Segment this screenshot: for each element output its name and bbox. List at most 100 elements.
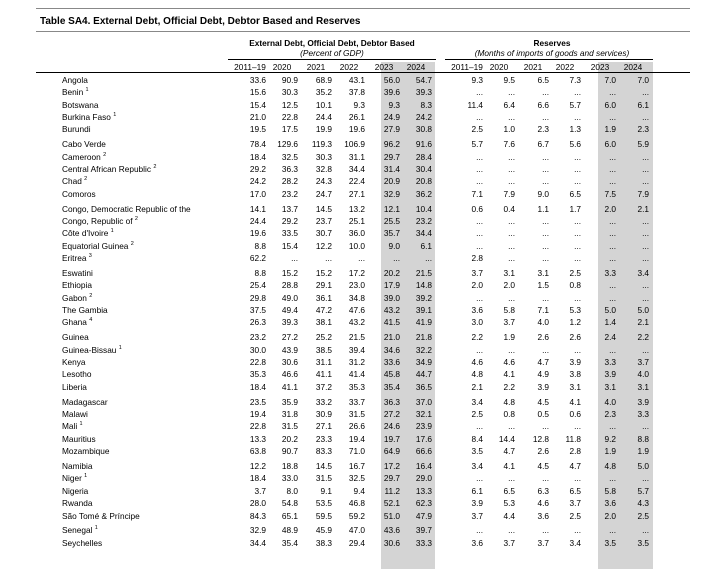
cell: 30.3 [315, 151, 332, 162]
cell: 5.8 [503, 305, 515, 316]
cell: 28.4 [415, 151, 432, 162]
row-label: Mali 1 [62, 421, 83, 431]
cell: 13.2 [348, 203, 365, 214]
cell: ... [476, 164, 483, 175]
cell: 6.6 [537, 99, 549, 110]
footnote-ref: 1 [85, 87, 89, 94]
country-name: Nigeria [62, 485, 89, 496]
cell: 36.1 [315, 292, 332, 303]
cell: 2.5 [569, 268, 581, 279]
rule [36, 8, 690, 9]
row-label: Benin 1 [62, 87, 89, 97]
country-name: Kenya [62, 357, 86, 368]
cell: 2.8 [569, 446, 581, 457]
cell: ... [325, 253, 332, 264]
cell: 8.0 [286, 485, 298, 496]
cell: 12.8 [532, 433, 549, 444]
cell: 3.7 [637, 357, 649, 368]
cell: 2.3 [637, 124, 649, 135]
row-label: Equatorial Guinea 2 [62, 241, 134, 251]
cell: 23.2 [281, 188, 298, 199]
country-name: Botswana [62, 99, 99, 110]
row-label: São Tomé & Príncipe [62, 511, 140, 521]
country-name: Malawi [62, 409, 88, 420]
cell: 21.5 [415, 268, 432, 279]
country-name: Guinea-Bissau [62, 344, 117, 355]
projection-shade [598, 62, 653, 569]
cell: 3.1 [637, 381, 649, 392]
cell: 6.4 [503, 99, 515, 110]
cell: 7.1 [537, 305, 549, 316]
cell: ... [476, 473, 483, 484]
row-label: Botswana [62, 100, 98, 110]
cell: ... [642, 112, 649, 123]
cell: 54.8 [281, 498, 298, 509]
country-name: Burundi [62, 124, 91, 135]
cell: 4.9 [537, 369, 549, 380]
cell: 26.6 [348, 421, 365, 432]
row-label: Chad 2 [62, 176, 87, 186]
cell: 10.1 [315, 99, 332, 110]
cell: 4.7 [537, 357, 549, 368]
cell: 49.0 [281, 292, 298, 303]
cell: 19.9 [315, 124, 332, 135]
cell: 30.6 [383, 537, 400, 548]
cell: ... [642, 280, 649, 291]
row-label: Central African Republic 2 [62, 164, 156, 174]
cell: 39.2 [415, 292, 432, 303]
cell: 2.5 [471, 409, 483, 420]
cell: 43.2 [348, 317, 365, 328]
row-label: Eswatini [62, 268, 93, 278]
cell: 23.3 [315, 433, 332, 444]
cell: 1.9 [637, 446, 649, 457]
cell: 4.3 [637, 498, 649, 509]
cell: 39.3 [281, 317, 298, 328]
cell: ... [642, 421, 649, 432]
cell: 1.9 [503, 332, 515, 343]
cell: ... [642, 176, 649, 187]
projection-shade [381, 62, 435, 569]
row-label: Eritrea 3 [62, 253, 92, 263]
cell: 54.7 [415, 75, 432, 85]
cell: 5.0 [637, 461, 649, 472]
cell: ... [508, 473, 515, 484]
country-name: Senegal [62, 525, 93, 536]
cell: 6.0 [604, 139, 616, 150]
cell: 7.6 [503, 139, 515, 150]
cell: 3.3 [604, 268, 616, 279]
year-header: 2011–19 [451, 62, 483, 72]
cell: 3.5 [604, 537, 616, 548]
cell: 2.0 [604, 510, 616, 521]
cell: 1.4 [604, 317, 616, 328]
cell: ... [574, 473, 581, 484]
cell: 2.2 [471, 332, 483, 343]
cell: 2.1 [637, 317, 649, 328]
cell: 3.7 [254, 485, 266, 496]
cell: 5.9 [637, 139, 649, 150]
cell: 39.1 [415, 305, 432, 316]
cell: 5.7 [637, 485, 649, 496]
year-header: 2024 [623, 62, 643, 72]
row-label: Gabon 2 [62, 293, 92, 303]
country-name: Mozambique [62, 446, 110, 457]
cell: ... [642, 216, 649, 227]
cell: 34.4 [249, 537, 266, 548]
cell: 15.6 [249, 87, 266, 98]
cell: ... [508, 292, 515, 303]
cell: 1.3 [569, 124, 581, 135]
cell: 91.6 [415, 139, 432, 150]
row-label: Nigeria [62, 486, 88, 496]
footnote-ref: 1 [94, 525, 98, 532]
cell: 19.6 [348, 124, 365, 135]
cell: 49.4 [281, 305, 298, 316]
cell: 3.1 [503, 268, 515, 279]
cell: ... [642, 292, 649, 303]
cell: 1.7 [569, 203, 581, 214]
cell: 15.4 [281, 240, 298, 251]
cell: 36.0 [348, 228, 365, 239]
rule [36, 31, 690, 32]
footnote-ref: 2 [84, 176, 88, 183]
cell: ... [476, 216, 483, 227]
cell: 119.3 [311, 139, 332, 150]
cell: 4.6 [471, 357, 483, 368]
